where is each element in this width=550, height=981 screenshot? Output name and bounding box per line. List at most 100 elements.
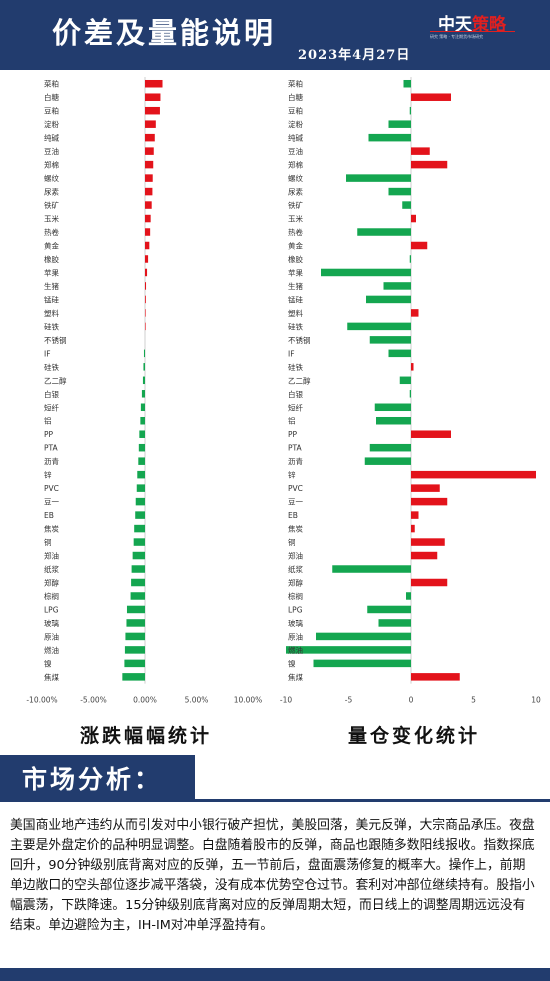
volume-bar	[369, 443, 411, 452]
volume-bar	[286, 646, 411, 654]
volume-bar	[411, 484, 440, 492]
volume-category-label: 塑料	[288, 308, 303, 318]
volume-category-label: 铝	[288, 416, 296, 426]
volume-category-label: 白银	[288, 389, 303, 399]
change-category-label: 硅铁	[44, 362, 59, 372]
change-bar	[124, 646, 145, 654]
section-title: 市场分析：	[22, 765, 163, 794]
change-bar	[134, 524, 145, 533]
logo-subtitle: 研究 策略 · 专注期货市场研究	[430, 34, 484, 39]
change-bar	[136, 484, 145, 492]
volume-bar	[411, 430, 451, 438]
change-bar	[145, 106, 160, 115]
volume-category-label: 郑油	[288, 551, 303, 561]
volume-bar	[332, 565, 411, 573]
volume-bar	[411, 147, 430, 155]
volume-bar	[376, 416, 411, 425]
change-category-label: 菜粕	[44, 79, 59, 89]
logo-main-text: 中天	[438, 15, 472, 35]
volume-category-label: 硅铁	[288, 321, 303, 331]
change-tick-label: 0.00%	[133, 696, 157, 705]
volume-bar	[411, 511, 419, 519]
change-bar	[122, 673, 145, 681]
volume-bar	[316, 632, 411, 641]
volume-category-label: 乙二醇	[288, 375, 311, 385]
volume-category-label: 豆一	[288, 498, 303, 507]
volume-position-chart: 菜粕白糖豆粕淀粉纯碱豆油郑棉螺纹尿素铁矿玉米热卷黄金橡胶苹果生猪锰硅塑料硅铁不锈…	[280, 77, 541, 705]
logo-accent-text: 策略	[472, 15, 506, 35]
volume-tick-label: -5	[345, 696, 353, 705]
change-category-label: PTA	[44, 444, 59, 453]
change-bar	[135, 511, 145, 519]
volume-bar	[411, 241, 428, 250]
volume-bar	[411, 309, 419, 317]
change-category-label: 黄金	[44, 241, 59, 251]
volume-bar	[402, 201, 411, 209]
section-banner: 市场分析：	[0, 755, 195, 799]
volume-bar	[406, 592, 411, 600]
volume-bar	[368, 133, 411, 142]
change-category-label: 锰硅	[44, 294, 59, 304]
volume-category-label: 铜	[288, 537, 296, 547]
volume-category-label: PTA	[288, 444, 303, 453]
change-bar	[145, 309, 146, 317]
change-bar	[131, 565, 145, 573]
change-bar	[138, 443, 145, 452]
left-chart-caption: 涨跌幅幅统计	[80, 725, 213, 747]
change-bar	[145, 133, 155, 142]
footer-bar	[0, 968, 550, 981]
volume-category-label: 纯碱	[288, 133, 303, 143]
volume-bar	[411, 551, 438, 560]
change-category-label: PVC	[44, 484, 59, 493]
volume-bar	[313, 659, 411, 668]
change-category-label: 纸浆	[44, 564, 59, 574]
volume-category-label: 黄金	[288, 241, 303, 251]
volume-bar	[411, 497, 448, 506]
volume-category-label: PP	[288, 430, 298, 439]
change-category-label: 淀粉	[44, 119, 59, 129]
change-tick-label: -5.00%	[80, 696, 107, 705]
volume-category-label: 锌	[288, 470, 296, 480]
volume-tick-label: 10	[531, 696, 541, 705]
change-bar	[133, 538, 145, 546]
change-category-label: 焦炭	[44, 524, 59, 534]
change-bar	[145, 282, 147, 290]
volume-bar	[357, 228, 411, 236]
change-category-label: LPG	[44, 605, 59, 614]
volume-bar	[378, 619, 411, 627]
volume-category-label: EB	[288, 511, 298, 520]
change-bar	[125, 632, 145, 641]
change-category-label: 郑醇	[44, 578, 59, 588]
change-category-label: 铁矿	[44, 200, 59, 210]
volume-category-label: 淀粉	[288, 119, 303, 129]
volume-category-label: 锰硅	[288, 294, 303, 304]
volume-category-label: IF	[288, 349, 295, 358]
change-bar	[145, 214, 151, 223]
volume-category-label: 棕榈	[288, 591, 303, 601]
volume-bar	[364, 457, 411, 465]
change-category-label: 郑油	[44, 551, 59, 561]
volume-category-label: 镍	[288, 658, 296, 668]
change-bar	[141, 390, 145, 398]
volume-bar	[321, 268, 411, 277]
change-bar	[145, 268, 148, 277]
volume-category-label: 橡胶	[288, 254, 303, 264]
volume-bar	[411, 470, 536, 479]
analysis-text: 美国商业地产违约从而引发对中小银行破产担忧，美股回落，美元反弹，大宗商品承压。夜…	[10, 818, 535, 933]
volume-category-label: 豆粕	[288, 106, 303, 116]
change-bar	[138, 457, 145, 465]
change-category-label: 白银	[44, 389, 59, 399]
change-category-label: 豆油	[44, 146, 59, 156]
change-category-label: PP	[44, 430, 54, 439]
volume-category-label: 热卷	[288, 227, 303, 237]
change-bar	[145, 147, 154, 155]
volume-bar	[411, 93, 451, 101]
volume-category-label: 沥青	[288, 456, 303, 466]
volume-category-label: 纸浆	[288, 564, 303, 574]
change-bar	[132, 551, 145, 560]
volume-category-label: PVC	[288, 484, 303, 493]
change-category-label: 生猪	[44, 281, 59, 291]
volume-bar	[383, 282, 411, 290]
change-bar	[139, 430, 145, 438]
change-category-label: 铝	[44, 416, 52, 426]
